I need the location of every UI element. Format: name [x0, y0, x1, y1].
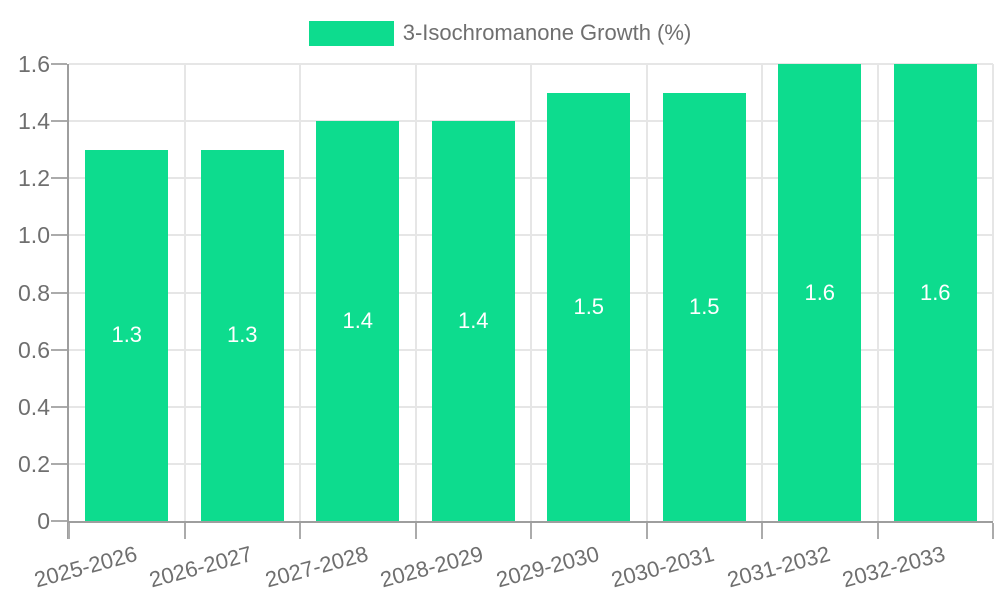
x-tick-mark — [299, 523, 301, 539]
v-gridline — [299, 64, 301, 521]
x-tick-mark — [530, 523, 532, 539]
y-tick-label: 0.4 — [18, 393, 50, 420]
v-gridline — [530, 64, 532, 521]
legend[interactable]: 3-Isochromanone Growth (%) — [0, 20, 1000, 46]
bar-value-label: 1.5 — [573, 293, 605, 319]
v-gridline — [645, 64, 648, 521]
v-gridline — [876, 64, 879, 521]
x-tick-label: 2029-2030 — [493, 541, 602, 593]
legend-swatch — [308, 20, 394, 46]
x-tick-label: 2025-2026 — [31, 541, 140, 593]
y-tick-label: 0.2 — [18, 450, 50, 477]
v-gridline — [183, 64, 186, 521]
v-gridline — [992, 64, 994, 521]
y-tick-mark — [51, 405, 67, 408]
x-tick-label: 2027-2028 — [262, 541, 371, 593]
bar — [316, 121, 400, 521]
bar — [431, 121, 515, 521]
y-tick-mark — [51, 234, 67, 237]
y-tick-mark — [51, 462, 67, 465]
y-tick-mark — [51, 120, 67, 123]
v-gridline — [414, 64, 417, 521]
x-tick-mark — [645, 523, 648, 539]
bar-value-label: 1.3 — [111, 322, 143, 348]
x-tick-label: 2030-2031 — [608, 541, 717, 593]
y-tick-mark — [51, 177, 67, 180]
y-tick-label: 1.4 — [18, 108, 50, 135]
y-tick-label: 0.8 — [18, 279, 50, 306]
bar — [778, 64, 862, 521]
v-gridline — [761, 64, 763, 521]
y-tick-mark — [51, 63, 67, 65]
x-tick-label: 2031-2032 — [724, 541, 833, 593]
bar — [547, 92, 631, 521]
bar-value-label: 1.6 — [919, 279, 951, 305]
y-tick-label: 0.6 — [18, 336, 50, 363]
bar-value-label: 1.5 — [688, 293, 720, 319]
bar-value-label: 1.4 — [342, 308, 374, 334]
x-tick-label: 2032-2033 — [839, 541, 948, 593]
bar — [200, 149, 284, 521]
x-tick-label: 2026-2027 — [146, 541, 255, 593]
legend-label: 3-Isochromanone Growth (%) — [402, 20, 692, 45]
bar — [662, 92, 746, 521]
bar — [85, 149, 169, 521]
bar-value-label: 1.3 — [226, 322, 258, 348]
y-tick-mark — [51, 520, 67, 522]
x-tick-mark — [183, 523, 186, 539]
y-tick-label: 1.2 — [18, 165, 50, 192]
bar — [893, 64, 977, 521]
y-tick-mark — [51, 348, 67, 351]
y-tick-label: 1.0 — [18, 222, 50, 249]
x-tick-mark — [414, 523, 417, 539]
y-axis-line — [67, 64, 69, 539]
y-tick-label: 0 — [37, 508, 50, 534]
x-tick-mark — [761, 523, 763, 539]
y-tick-mark — [51, 291, 67, 294]
x-tick-mark — [876, 523, 879, 539]
x-tick-mark — [68, 523, 70, 539]
y-tick-label: 1.6 — [18, 51, 50, 77]
x-tick-label: 2028-2029 — [377, 541, 486, 593]
bar-value-label: 1.6 — [804, 279, 836, 305]
x-axis-line — [67, 521, 993, 523]
bar-value-label: 1.4 — [457, 308, 489, 334]
x-tick-mark — [992, 523, 994, 539]
